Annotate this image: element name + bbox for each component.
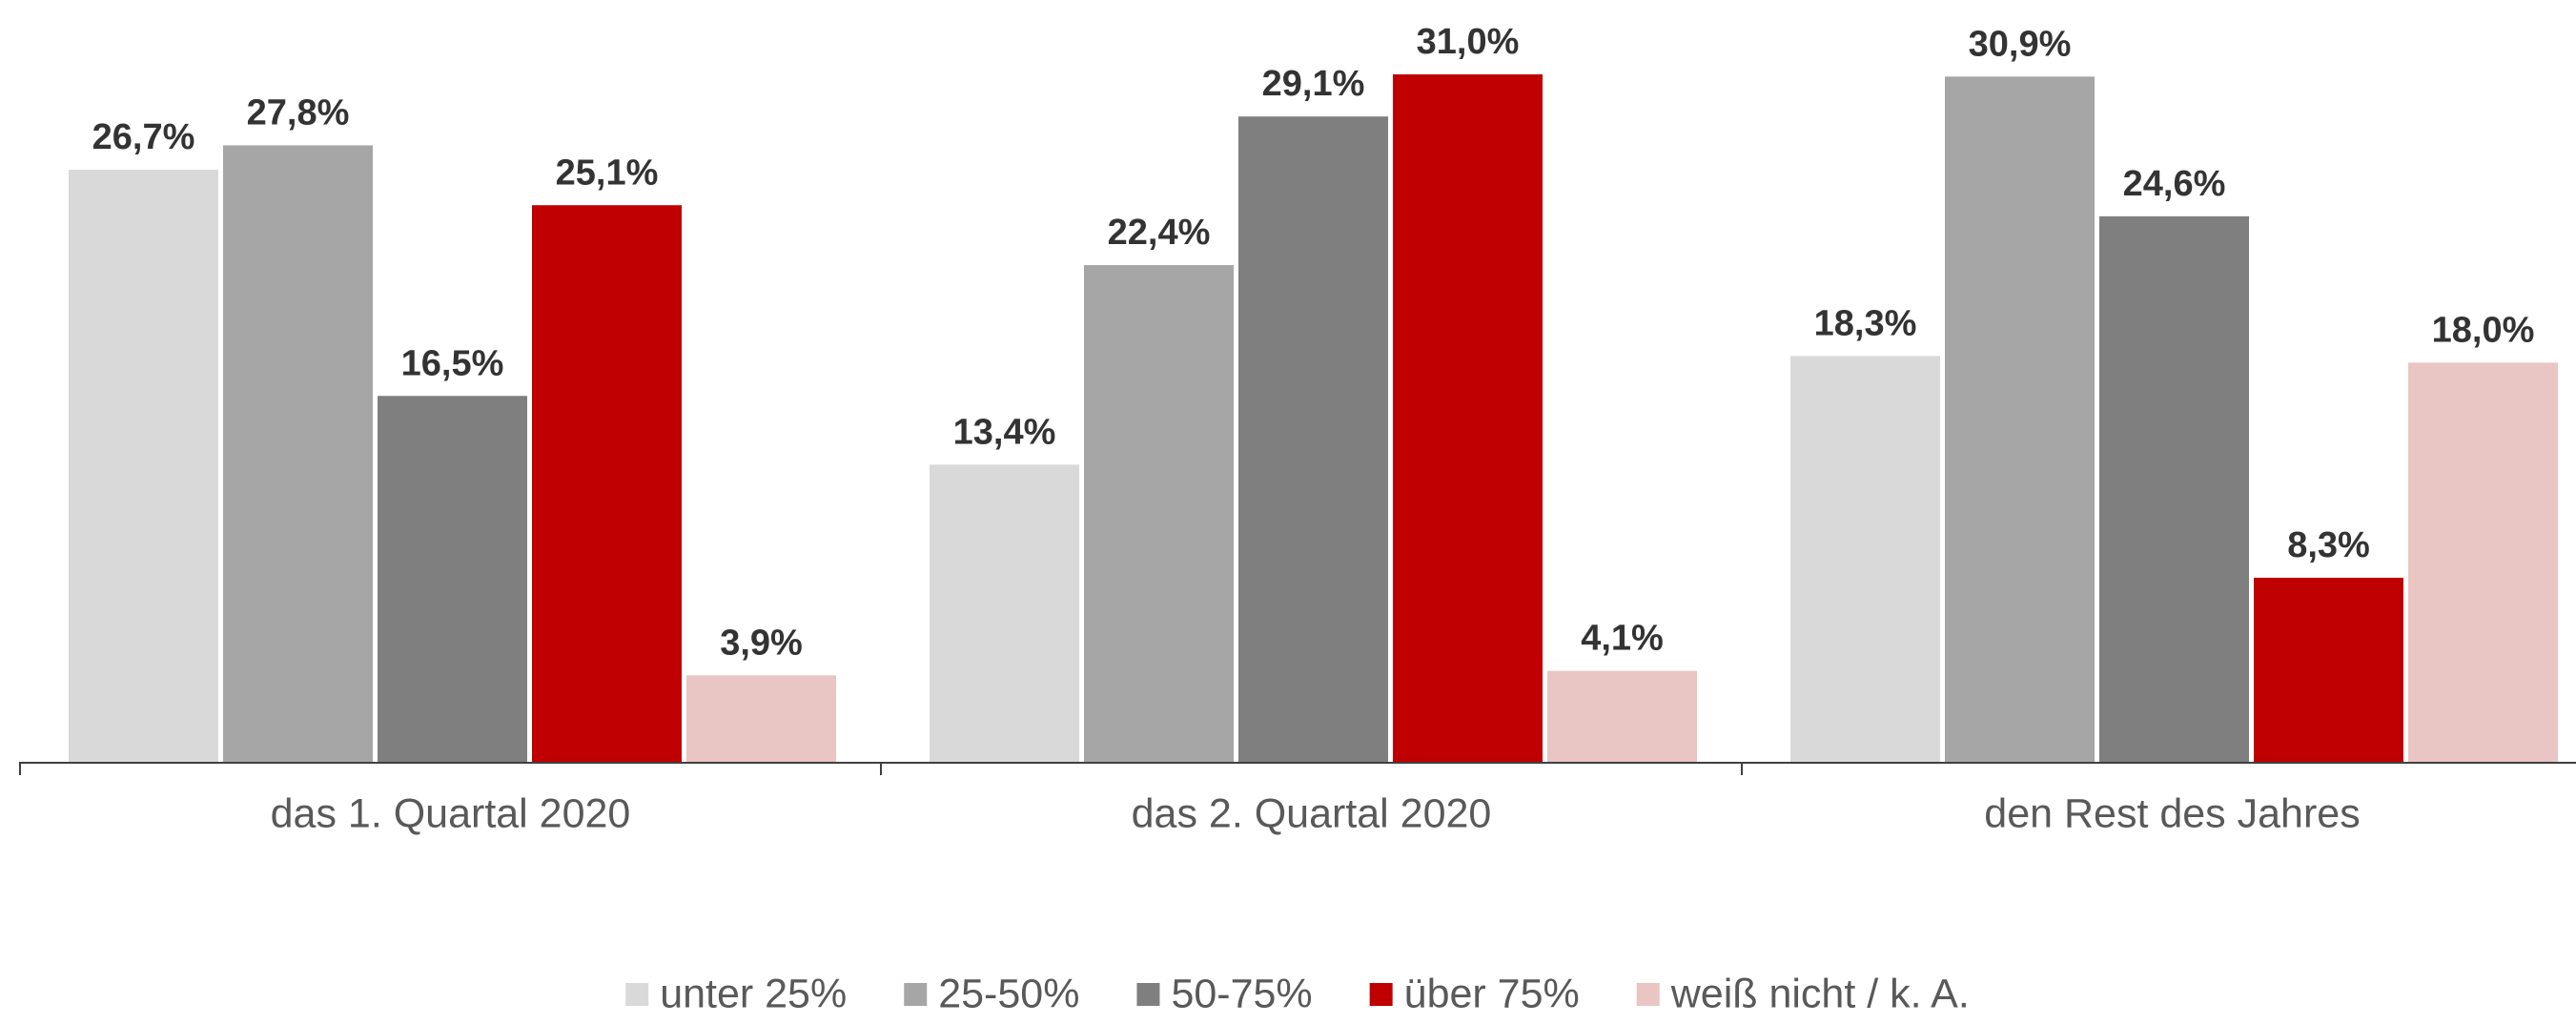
legend-swatch (1636, 983, 1660, 1006)
legend-label: 50-75% (1171, 971, 1312, 1016)
value-label: 18,0% (2432, 310, 2535, 350)
legend-label: weiß nicht / k. A. (1670, 971, 1970, 1016)
bar (2254, 577, 2403, 762)
bar (1393, 74, 1543, 762)
value-label: 3,9% (720, 623, 803, 663)
bar (930, 464, 1079, 762)
value-label: 30,9% (1969, 24, 2072, 64)
bar (69, 170, 218, 763)
value-label: 29,1% (1262, 64, 1365, 104)
bar (223, 145, 373, 763)
category-label: das 2. Quartal 2020 (1132, 790, 1492, 836)
value-label: 18,3% (1814, 303, 1917, 343)
value-label: 4,1% (1581, 619, 1664, 659)
legend-label: unter 25% (660, 971, 847, 1016)
value-label: 16,5% (401, 343, 504, 383)
bar (1547, 670, 1697, 762)
value-label: 25,1% (556, 153, 659, 193)
legend-swatch (1369, 983, 1393, 1006)
value-label: 31,0% (1417, 22, 1520, 62)
legend-swatch (904, 983, 928, 1006)
bar (532, 205, 682, 762)
category-label: den Rest des Jahres (1984, 790, 2360, 836)
value-label: 26,7% (92, 117, 195, 157)
value-label: 24,6% (2123, 164, 2226, 204)
bar (1084, 265, 1234, 762)
value-label: 27,8% (247, 92, 350, 133)
legend-swatch (1136, 983, 1160, 1006)
value-label: 13,4% (953, 412, 1056, 452)
bar (2099, 215, 2249, 762)
bar (1790, 356, 1940, 762)
legend-label: 25-50% (938, 971, 1079, 1016)
value-label: 8,3% (2287, 525, 2370, 565)
legend-swatch (625, 983, 649, 1006)
bar (686, 675, 836, 762)
category-label: das 1. Quartal 2020 (271, 790, 631, 836)
legend-label: über 75% (1404, 971, 1580, 1016)
bar (2408, 362, 2558, 762)
bar (1945, 76, 2095, 762)
bar (1238, 116, 1388, 763)
value-label: 22,4% (1108, 213, 1211, 253)
bar (378, 396, 527, 762)
